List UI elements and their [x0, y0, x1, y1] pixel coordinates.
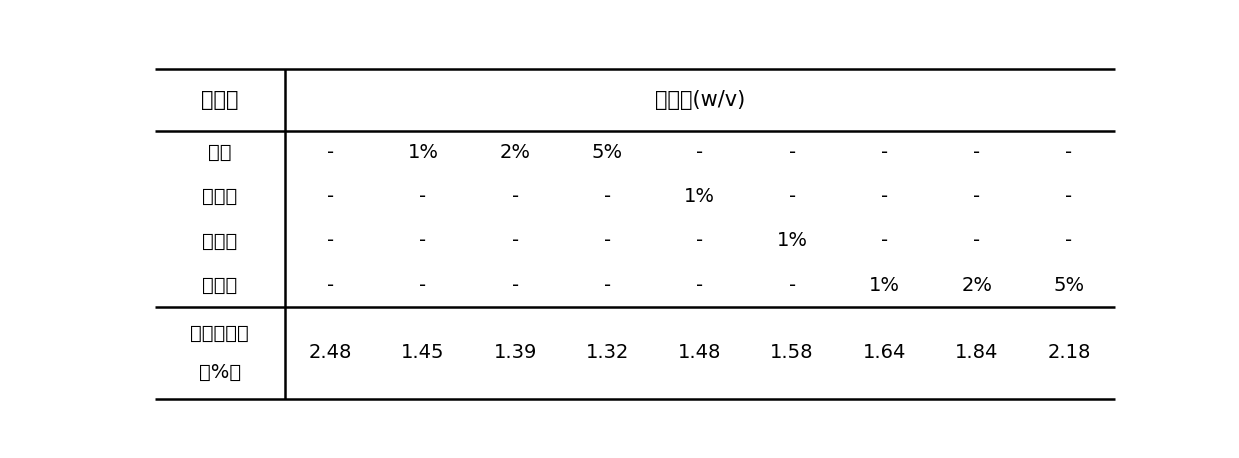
Text: -: -	[1066, 187, 1073, 207]
Text: -: -	[419, 276, 426, 294]
Text: 2.48: 2.48	[309, 344, 352, 362]
Text: -: -	[327, 231, 335, 251]
Text: -: -	[327, 187, 335, 207]
Text: -: -	[788, 187, 795, 207]
Text: 1%: 1%	[869, 276, 900, 294]
Text: 1%: 1%	[408, 143, 439, 162]
Text: 5%: 5%	[592, 143, 623, 162]
Text: -: -	[881, 187, 888, 207]
Text: -: -	[512, 187, 519, 207]
Text: -: -	[419, 187, 426, 207]
Text: -: -	[419, 231, 426, 251]
Text: -: -	[788, 276, 795, 294]
Text: -: -	[327, 143, 335, 162]
Text: -: -	[973, 231, 980, 251]
Text: -: -	[881, 143, 888, 162]
Text: 海藻糖: 海藻糖	[202, 187, 238, 207]
Text: 2%: 2%	[499, 143, 530, 162]
Text: 甘露醇: 甘露醇	[202, 231, 238, 251]
Text: 1.58: 1.58	[771, 344, 814, 362]
Text: -: -	[1066, 143, 1073, 162]
Text: -: -	[512, 231, 519, 251]
Text: -: -	[973, 143, 980, 162]
Text: -: -	[788, 143, 795, 162]
Text: 1.64: 1.64	[862, 344, 906, 362]
Text: -: -	[603, 231, 611, 251]
Text: -: -	[881, 231, 888, 251]
Text: 1.84: 1.84	[955, 344, 999, 362]
Text: （%）: （%）	[198, 363, 240, 382]
Text: -: -	[696, 276, 704, 294]
Text: -: -	[1066, 231, 1073, 251]
Text: 1.39: 1.39	[493, 344, 536, 362]
Text: -: -	[696, 143, 704, 162]
Text: 1%: 1%	[777, 231, 808, 251]
Text: -: -	[512, 276, 519, 294]
Text: 2.18: 2.18	[1047, 344, 1090, 362]
Text: -: -	[603, 276, 611, 294]
Text: 1.45: 1.45	[401, 344, 445, 362]
Text: 5%: 5%	[1053, 276, 1084, 294]
Text: 1%: 1%	[684, 187, 715, 207]
Text: -: -	[973, 187, 980, 207]
Text: 稳定剂: 稳定剂	[201, 90, 238, 110]
Text: -: -	[603, 187, 611, 207]
Text: 高分子杂质: 高分子杂质	[191, 324, 249, 343]
Text: -: -	[696, 231, 704, 251]
Text: 1.32: 1.32	[586, 344, 629, 362]
Text: 甘氨酸: 甘氨酸	[202, 276, 238, 294]
Text: 蔗糖: 蔗糖	[208, 143, 232, 162]
Text: 添加量(w/v): 添加量(w/v)	[654, 90, 745, 110]
Text: 2%: 2%	[961, 276, 992, 294]
Text: -: -	[327, 276, 335, 294]
Text: 1.48: 1.48	[678, 344, 721, 362]
